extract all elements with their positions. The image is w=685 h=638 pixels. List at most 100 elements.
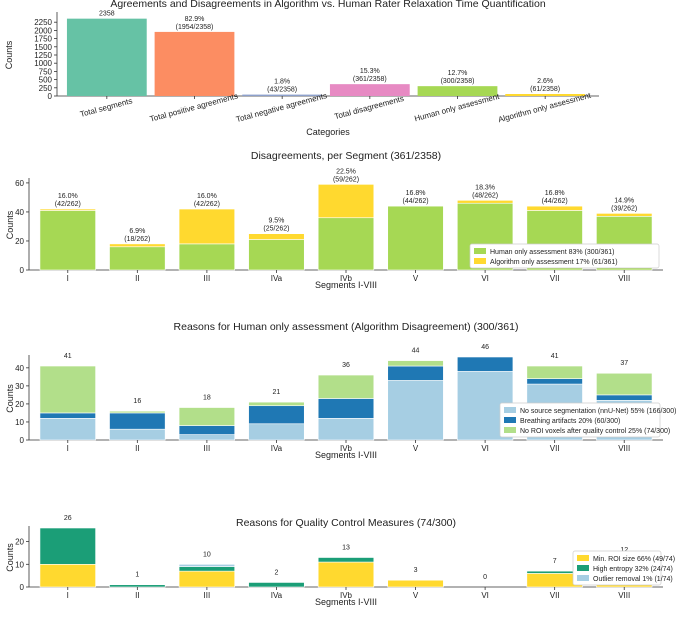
bar-1 <box>66 18 147 96</box>
bar-IVb-series-1 <box>317 561 375 588</box>
bar-3 <box>242 94 323 96</box>
bar-IVb-series-2 <box>317 184 375 219</box>
data-label-count: (361/2358) <box>353 76 387 83</box>
data-label-count: (44/262) <box>542 198 568 205</box>
data-label-percent: 18.3% <box>475 184 495 191</box>
x-tick-label: IVa <box>271 591 283 600</box>
legend-entry: High entropy 32% (24/74) <box>593 566 673 573</box>
data-label-percent: 12.7% <box>448 70 468 77</box>
y-tick-label: 60 <box>15 179 24 188</box>
bar-III-series-2 <box>178 425 236 435</box>
y-tick-label: 250 <box>39 84 53 93</box>
y-tick-label: 1250 <box>34 51 52 60</box>
x-tick-label: II <box>135 444 139 453</box>
bar-II-series-1 <box>109 428 166 441</box>
bar-2 <box>154 31 235 97</box>
x-tick-label: III <box>204 444 211 453</box>
data-label-count: (18/262) <box>124 236 150 243</box>
data-label-percent: 6.9% <box>129 228 145 235</box>
x-tick-label: V <box>413 444 419 453</box>
bar-III-series-2 <box>178 208 236 245</box>
bar-5 <box>417 86 498 96</box>
bar-IVb-series-1 <box>317 418 375 441</box>
bar-III-series-3 <box>178 407 236 426</box>
y-axis-label: Counts <box>5 384 15 413</box>
bar-I-series-2 <box>39 527 96 565</box>
data-label-count: (43/2358) <box>267 87 297 94</box>
data-label: 44 <box>412 348 420 355</box>
bar-V-series-2 <box>387 365 444 381</box>
x-tick-label: IVa <box>271 444 283 453</box>
data-label: 13 <box>342 545 350 552</box>
legend-swatch <box>577 555 589 561</box>
x-axis-label: Segments I-VIII <box>315 597 377 607</box>
x-tick-label: Total disagreements <box>333 94 404 121</box>
bar-VIII-series-3 <box>596 372 653 396</box>
x-tick-label: VI <box>481 444 489 453</box>
data-label-percent: 16.0% <box>197 193 217 200</box>
data-label: 21 <box>273 389 281 396</box>
bar-VII-series-2 <box>526 378 583 385</box>
chart-panel-4: Reasons for Quality Control Measures (74… <box>5 515 675 607</box>
bar-III-series-1 <box>178 243 236 271</box>
y-axis-label: Counts <box>4 40 14 69</box>
x-axis-label: Categories <box>306 127 350 137</box>
bar-V-series-3 <box>387 360 444 367</box>
y-tick-label: 750 <box>39 67 53 76</box>
chart-title: Reasons for Human only assessment (Algor… <box>174 321 519 333</box>
bar-III-series-1 <box>178 434 236 441</box>
bar-V-series-1 <box>387 380 444 441</box>
data-label: 18 <box>203 395 211 402</box>
bar-II-series-1 <box>109 246 166 271</box>
legend-entry: No source segmentation (nnU-Net) 55% (16… <box>520 408 676 415</box>
x-tick-label: IVa <box>271 274 283 283</box>
chart-panel-1: Agreements and Disagreements in Algorith… <box>4 0 599 137</box>
x-tick-label: V <box>413 591 419 600</box>
y-tick-label: 0 <box>20 436 25 445</box>
data-label-percent: 82.9% <box>185 16 205 23</box>
x-tick-label: I <box>67 591 69 600</box>
data-label: 7 <box>553 558 557 565</box>
x-axis-label: Segments I-VIII <box>315 450 377 460</box>
bar-IVb-series-2 <box>317 398 375 419</box>
y-tick-label: 1500 <box>34 43 52 52</box>
x-tick-label: II <box>135 274 139 283</box>
bar-III-series-2 <box>178 566 236 572</box>
bar-II-series-2 <box>109 584 166 588</box>
x-tick-label: VIII <box>618 444 630 453</box>
x-tick-label: VI <box>481 274 489 283</box>
bar-VIII-series-2 <box>596 213 653 217</box>
bar-VIII-series-2 <box>596 394 653 401</box>
data-label-percent: 1.8% <box>274 79 290 86</box>
data-label: 3 <box>414 567 418 574</box>
y-tick-label: 20 <box>15 237 24 246</box>
bar-V-series-1 <box>387 205 444 271</box>
data-label-count: (42/262) <box>194 201 220 208</box>
x-tick-label: VII <box>550 274 560 283</box>
bar-VI-series-2 <box>456 200 514 204</box>
data-label: 0 <box>483 574 487 581</box>
bar-IVb-series-3 <box>317 374 375 399</box>
data-label: 37 <box>620 360 628 367</box>
legend-entry: Human only assessment 83% (300/361) <box>490 249 615 256</box>
bar-4 <box>329 84 410 96</box>
legend-swatch <box>504 407 516 413</box>
legend-entry: Min. ROI size 66% (49/74) <box>593 556 675 563</box>
data-label-count: (42/262) <box>55 201 81 208</box>
x-tick-label: VIII <box>618 274 630 283</box>
legend-entry: Breathing artifacts 20% (60/300) <box>520 418 620 425</box>
y-tick-label: 1000 <box>34 59 52 68</box>
data-label: 41 <box>64 353 72 360</box>
data-label-count: (44/262) <box>403 198 429 205</box>
legend-entry: Outlier removal 1% (1/74) <box>593 576 673 583</box>
chart-panel-2: Disagreements, per Segment (361/2358) 0 20… <box>5 150 663 290</box>
y-tick-label: 10 <box>15 560 24 569</box>
data-label-count: (25/262) <box>263 226 289 233</box>
legend-box <box>572 550 662 586</box>
bar-IVa-series-2 <box>248 405 305 425</box>
bar-IVb-series-2 <box>317 557 375 563</box>
legend-entry: Algorithm only assessment 17% (61/361) <box>490 259 618 266</box>
legend-swatch <box>474 258 486 264</box>
legend-box <box>499 402 661 438</box>
bar-III-series-3 <box>178 564 236 567</box>
